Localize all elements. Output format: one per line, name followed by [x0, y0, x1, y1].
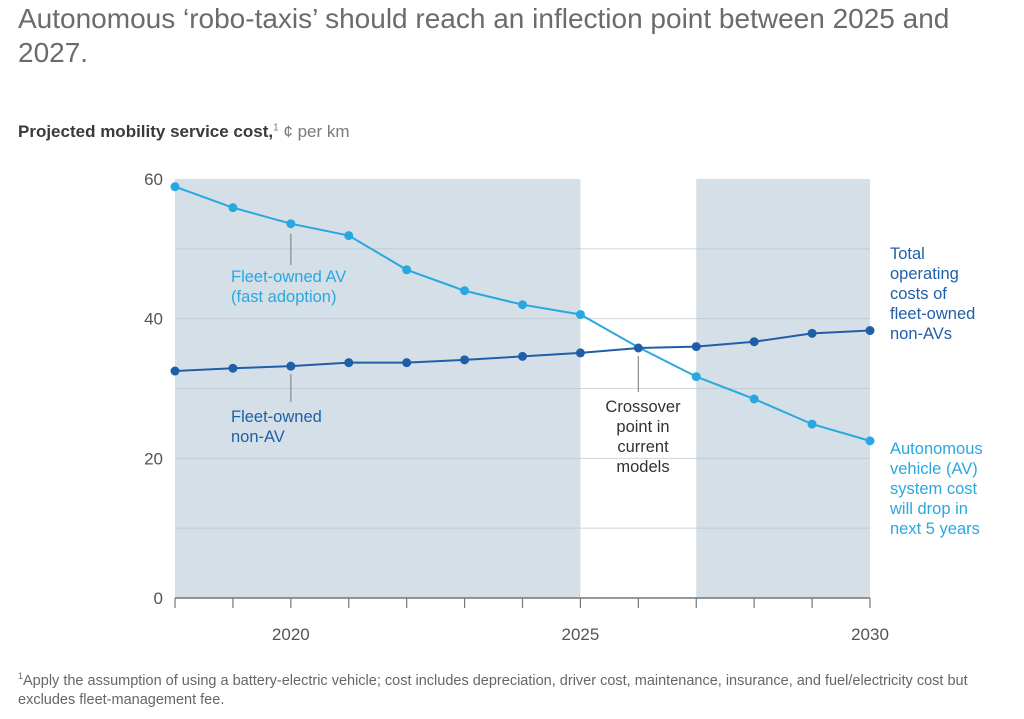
annotation-line: will drop in: [889, 500, 968, 518]
data-point: [518, 300, 527, 310]
series-fleet-owned-av: [170, 182, 875, 446]
annotations: Fleet-owned AV (fast adoption)Fleet-owned…: [231, 245, 983, 538]
annotation-line: Fleet-owned: [231, 408, 322, 426]
footnote-text: Apply the assumption of using a battery-…: [18, 672, 968, 708]
data-point: [633, 343, 643, 353]
data-point: [575, 309, 585, 319]
annotation-line: (fast adoption): [231, 288, 336, 306]
data-point: [575, 348, 585, 358]
data-point: [749, 394, 759, 404]
annotation-line: vehicle (AV): [890, 460, 978, 478]
annotation-nonav-end-label: Total operating costs of fleet-owned non-AVs: [890, 245, 975, 343]
subtitle-unit: ¢ per km: [278, 122, 350, 141]
annotation-line: Crossover: [605, 398, 681, 416]
annotation-av-label: Fleet-owned AV (fast adoption): [231, 268, 346, 306]
data-point: [170, 182, 180, 192]
annotation-line: non-AVs: [890, 325, 952, 343]
footnote-mark: 1: [18, 671, 24, 681]
annotation-line: operating: [890, 265, 959, 283]
subtitle-measure: Projected mobility service cost,: [18, 122, 274, 141]
annotation-leaders: [290, 233, 639, 402]
annotation-line: next 5 years: [890, 520, 980, 538]
annotation-line: Autonomous: [890, 440, 983, 458]
annotation-line: non-AV: [231, 428, 285, 446]
data-point: [286, 361, 296, 371]
series: [170, 182, 875, 446]
x-axis: 2020 2025 2030: [174, 597, 889, 644]
x-tick-label: 2020: [272, 625, 310, 644]
y-tick-label: 60: [144, 170, 163, 189]
data-point: [865, 436, 875, 446]
annotation-line: Fleet-owned AV: [231, 268, 346, 286]
annotation-line: models: [616, 458, 669, 476]
y-tick-label: 40: [144, 310, 163, 329]
data-point: [170, 366, 180, 376]
chart-subtitle: Projected mobility service cost,1 ¢ per …: [18, 122, 350, 142]
annotation-nonav-label: Fleet-owned non-AV: [231, 408, 322, 446]
data-point: [518, 351, 527, 361]
data-point: [691, 372, 701, 382]
gridlines: [175, 248, 870, 529]
y-axis: 0 20 40 60: [144, 170, 163, 608]
annotation-crossover-label: Crossover point in current models: [605, 398, 681, 476]
chart-title: Autonomous ‘robo-taxis’ should reach an …: [18, 3, 950, 68]
data-point: [807, 328, 817, 338]
data-point: [344, 231, 354, 241]
data-point: [228, 203, 238, 213]
data-point: [865, 326, 875, 336]
data-point: [402, 358, 412, 368]
annotation-line: system cost: [890, 480, 978, 498]
data-point: [402, 265, 412, 275]
annotation-line: fleet-owned: [890, 305, 975, 323]
subtitle-footnote-mark: 1: [273, 122, 279, 134]
data-point: [691, 342, 701, 352]
data-point: [460, 286, 470, 296]
y-tick-label: 20: [144, 449, 163, 468]
annotation-line: Total: [890, 245, 925, 263]
series-fleet-owned-non-av: [170, 326, 875, 376]
data-point: [749, 337, 759, 347]
data-point: [344, 358, 354, 368]
footnote: 1Apply the assumption of using a battery…: [18, 667, 1008, 710]
annotation-av-end-label: Autonomous vehicle (AV) system cost will dr…: [889, 440, 983, 538]
data-point: [286, 219, 296, 229]
data-point: [460, 355, 470, 365]
annotation-line: current: [617, 438, 669, 456]
data-point: [807, 419, 817, 429]
y-tick-label: 0: [154, 589, 163, 608]
data-point: [228, 363, 238, 373]
x-tick-label: 2025: [562, 625, 600, 644]
x-tick-label: 2030: [851, 625, 889, 644]
annotation-line: point in: [616, 418, 669, 436]
annotation-line: costs of: [890, 285, 947, 303]
